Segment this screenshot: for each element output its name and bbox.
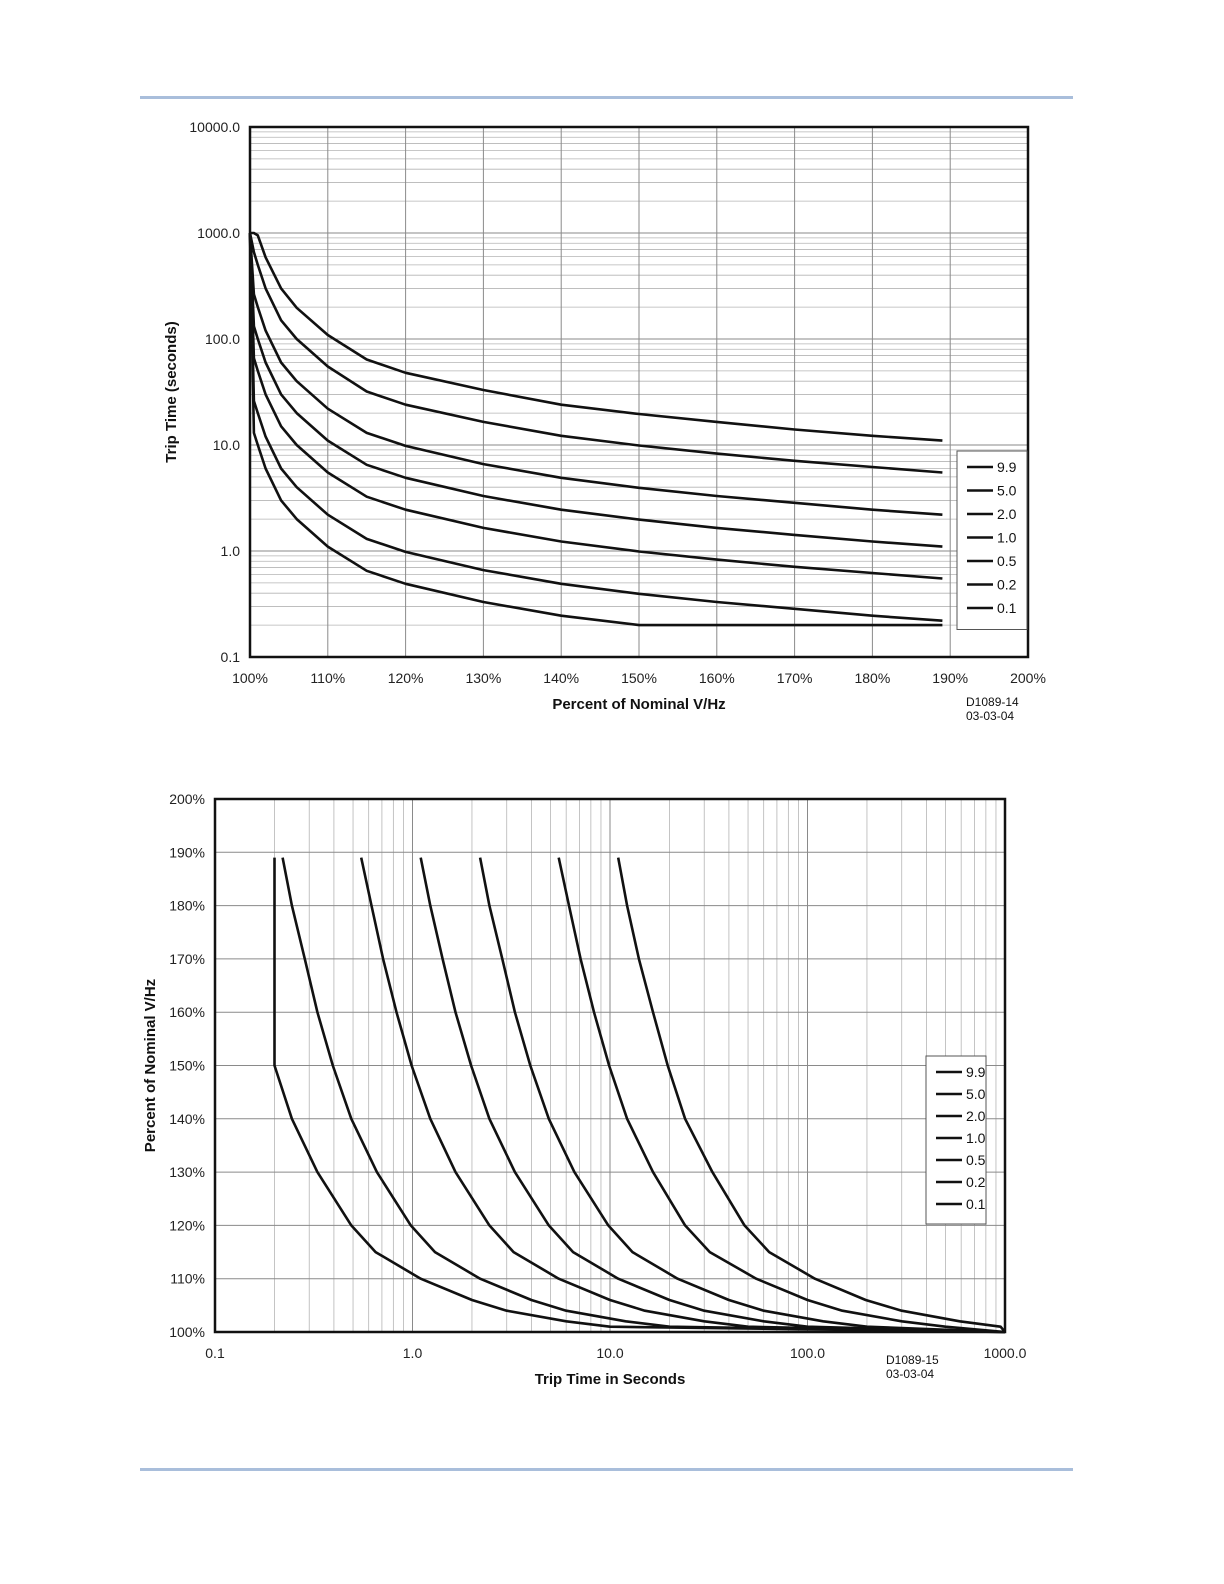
plot-area-frame xyxy=(248,125,1030,659)
x-tick-label: 180% xyxy=(854,670,890,686)
y-tick-label: 150% xyxy=(169,1058,205,1074)
y-tick-label: 0.1 xyxy=(221,649,241,665)
series-line-5-0 xyxy=(248,232,943,474)
series-line-0-1 xyxy=(248,232,943,627)
x-tick-label: 10.0 xyxy=(596,1345,623,1361)
legend-box xyxy=(956,450,1028,630)
y-tick-label: 120% xyxy=(169,1217,205,1233)
trip-time-vs-percent-chart: 100% 110% 120% 130% 140% 150% 160% 170% 180% 190%… xyxy=(163,119,1046,723)
x-tick-label: 160% xyxy=(699,670,735,686)
legend-label: 0.1 xyxy=(966,1196,986,1212)
legend-label: 0.5 xyxy=(966,1152,986,1168)
x-tick-label: 110% xyxy=(310,670,345,686)
y-tick-label: 170% xyxy=(169,951,205,967)
x-tick-label: 120% xyxy=(388,670,424,686)
y-tick-label: 190% xyxy=(169,844,205,860)
y-tick-label: 1000.0 xyxy=(197,225,240,241)
x-tick-label: 0.1 xyxy=(205,1345,225,1361)
legend-label: 5.0 xyxy=(997,483,1017,499)
y-axis-title: Percent of Nominal V/Hz xyxy=(142,979,159,1152)
series-line-0-5 xyxy=(359,857,1006,1334)
series-line-0-2 xyxy=(248,232,943,622)
x-tick-label: 150% xyxy=(621,670,657,686)
drawing-number-note: 03-03-04 xyxy=(966,709,1014,723)
legend-label: 0.1 xyxy=(997,600,1017,616)
x-tick-label: 170% xyxy=(777,670,813,686)
series-line-1-0 xyxy=(248,232,943,548)
series-line-0-2 xyxy=(281,857,1006,1334)
drawing-number-note: D1089-15 xyxy=(886,1353,939,1367)
y-tick-label: 130% xyxy=(169,1164,205,1180)
legend-box xyxy=(925,1055,987,1225)
series-line-2-0 xyxy=(248,232,943,516)
legend-label: 5.0 xyxy=(966,1086,986,1102)
x-tick-label: 1.0 xyxy=(403,1345,423,1361)
legend-label: 9.9 xyxy=(997,459,1017,475)
y-axis-title: Trip Time (seconds) xyxy=(163,321,180,462)
series-line-2-0 xyxy=(478,857,1006,1334)
y-tick-label: 160% xyxy=(169,1004,205,1020)
legend-label: 9.9 xyxy=(966,1064,986,1080)
legend-label: 0.2 xyxy=(997,577,1017,593)
y-tick-label: 10000.0 xyxy=(189,119,240,135)
y-tick-label: 100.0 xyxy=(205,331,240,347)
series-line-1-0 xyxy=(419,857,1006,1334)
y-tick-label: 180% xyxy=(169,898,205,914)
legend-label: 2.0 xyxy=(997,506,1017,522)
legend-label: 0.5 xyxy=(997,553,1017,569)
y-tick-label: 1.0 xyxy=(221,543,241,559)
drawing-number-note: 03-03-04 xyxy=(886,1367,934,1381)
series-line-0-1 xyxy=(273,857,1006,1334)
x-tick-label: 100% xyxy=(232,670,268,686)
y-tick-label: 110% xyxy=(170,1271,205,1287)
series-line-9-9 xyxy=(616,857,1007,1333)
plot-area-frame xyxy=(213,797,1007,1334)
series-line-5-0 xyxy=(557,857,1006,1334)
x-tick-label: 190% xyxy=(932,670,968,686)
x-tick-label: 130% xyxy=(465,670,501,686)
x-axis-title: Trip Time in Seconds xyxy=(535,1371,686,1388)
percent-vs-trip-time-chart: 0.1 1.0 10.0 100.0 1000.0 100% 110% 120% 130% 140… xyxy=(142,791,1027,1388)
x-axis-title: Percent of Nominal V/Hz xyxy=(552,696,725,713)
series-line-0-5 xyxy=(248,232,943,580)
x-tick-label: 1000.0 xyxy=(984,1345,1027,1361)
y-tick-label: 10.0 xyxy=(213,437,240,453)
legend-label: 1.0 xyxy=(966,1130,986,1146)
y-tick-label: 140% xyxy=(169,1111,205,1127)
legend-label: 0.2 xyxy=(966,1174,986,1190)
legend-label: 1.0 xyxy=(997,530,1017,546)
series-line-9-9 xyxy=(250,231,943,442)
x-tick-label: 140% xyxy=(543,670,579,686)
x-tick-label: 200% xyxy=(1010,670,1046,686)
drawing-number-note: D1089-14 xyxy=(966,695,1019,709)
footer-rule xyxy=(140,1468,1073,1471)
y-tick-label: 100% xyxy=(169,1324,205,1340)
x-tick-label: 100.0 xyxy=(790,1345,825,1361)
header-rule xyxy=(140,96,1073,99)
legend-label: 2.0 xyxy=(966,1108,986,1124)
y-tick-label: 200% xyxy=(169,791,205,807)
